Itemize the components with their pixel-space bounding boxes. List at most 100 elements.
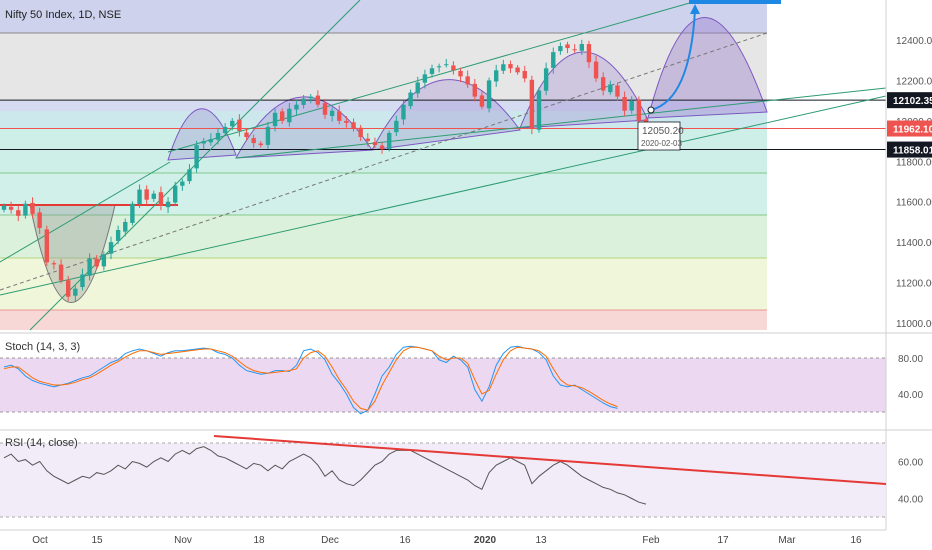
stoch-d-line — [3, 346, 618, 411]
candle-body — [515, 67, 520, 73]
candle-body — [358, 127, 363, 138]
candle-body — [265, 126, 271, 145]
price-badge — [887, 141, 932, 158]
price-tick-label: 12400.00 — [896, 36, 932, 47]
candle-body — [337, 111, 342, 121]
price-badge — [887, 120, 932, 137]
rsi-pane[interactable]: RSI (14, close) 60.00 40.00 — [0, 435, 923, 518]
candle-body — [622, 97, 627, 111]
candle-body — [1, 205, 7, 210]
time-tick-label: 16 — [399, 535, 411, 546]
rsi-line — [3, 446, 647, 505]
candle-body — [215, 132, 221, 140]
candle-body — [536, 90, 542, 130]
chart-title: Nifty 50 Index, 1D, NSE — [5, 9, 121, 21]
price-badge — [887, 92, 932, 109]
candle-body — [394, 120, 399, 133]
candle-body — [458, 70, 463, 77]
candle-body — [351, 122, 356, 129]
rsi-band — [0, 443, 886, 517]
time-tick-label: 2020 — [474, 535, 497, 546]
candle-body — [486, 80, 492, 109]
candle-body — [201, 141, 206, 144]
price-axis[interactable]: 12400.0012200.0012000.0011800.0011600.00… — [887, 36, 932, 330]
candle-body — [444, 64, 449, 66]
candle-body — [551, 52, 556, 68]
stoch-band — [0, 358, 886, 412]
candle-body — [572, 49, 577, 51]
time-axis[interactable]: Oct 15 Nov 18 Dec 16 2020 13 Feb 17 Mar 16 — [32, 535, 862, 546]
candle-body — [615, 85, 620, 97]
candle-body — [522, 70, 527, 79]
candle-body — [287, 108, 292, 123]
rsi-title: RSI (14, close) — [5, 437, 78, 449]
candle-body — [415, 82, 420, 94]
candle-body — [123, 221, 128, 232]
candle-body — [401, 104, 406, 120]
osc-tick-label: 40.00 — [898, 390, 923, 401]
candle-body — [429, 68, 435, 74]
candle-body — [80, 274, 85, 288]
time-tick-label: 18 — [253, 535, 265, 546]
candle-body — [87, 258, 92, 276]
candle-body — [23, 203, 28, 216]
candle-body — [543, 68, 549, 91]
candle-body — [73, 288, 78, 296]
candle-body — [558, 46, 563, 52]
candle-body — [308, 96, 313, 99]
candle-body — [322, 103, 328, 115]
candle-body — [158, 192, 164, 206]
candle-body — [629, 100, 634, 111]
candle-body — [144, 189, 149, 200]
candle-body — [586, 44, 592, 63]
candle-body — [472, 83, 477, 97]
rsi-axis: 60.00 40.00 — [898, 458, 923, 506]
fib-bands — [0, 0, 767, 330]
osc-tick-label: 60.00 — [898, 458, 923, 469]
candle-body — [344, 120, 349, 123]
candle-body — [108, 242, 114, 254]
candle-body — [436, 66, 442, 68]
cup-shapes — [29, 17, 768, 303]
callout-date: 2020-02-03 — [641, 139, 682, 148]
candle-body — [501, 64, 506, 71]
level-lines — [0, 99, 886, 206]
candle-body — [30, 202, 35, 214]
candle-body — [329, 110, 335, 117]
price-tick-label: 11600.00 — [896, 198, 932, 209]
time-tick-label: 16 — [850, 535, 862, 546]
time-tick-label: Feb — [642, 535, 660, 546]
candle-body — [130, 203, 135, 223]
candle-body — [372, 142, 378, 146]
price-tick-label: 12200.00 — [896, 76, 932, 87]
candle-body — [237, 119, 242, 131]
stoch-pane[interactable]: Stoch (14, 3, 3) 80.00 40.00 — [0, 341, 923, 415]
candle-body — [608, 84, 613, 93]
candle-body — [37, 212, 42, 228]
projection-arrow — [650, 0, 781, 111]
candle-body — [508, 64, 513, 69]
candle-body — [301, 98, 306, 105]
candle-body — [173, 185, 178, 203]
time-tick-label: Nov — [174, 535, 192, 546]
stoch-k-line — [3, 345, 618, 415]
candle-body — [16, 210, 21, 216]
callout-price: 12050.20 — [642, 126, 684, 137]
rsi-trendline — [213, 435, 887, 485]
candle-body — [44, 229, 49, 263]
time-tick-label: Mar — [778, 535, 796, 546]
candle-body — [244, 132, 249, 138]
price-tick-label: 11200.00 — [896, 279, 932, 290]
candle-body — [115, 230, 121, 241]
candle-body — [194, 145, 199, 169]
candle-body — [230, 120, 235, 127]
candle-body — [636, 99, 642, 121]
candle-body — [94, 258, 99, 267]
osc-tick-label: 40.00 — [898, 495, 923, 506]
candle-body — [8, 206, 14, 210]
candle-body — [258, 143, 263, 146]
stoch-axis: 80.00 40.00 — [898, 354, 923, 401]
stoch-title: Stoch (14, 3, 3) — [5, 341, 80, 353]
candle-body — [408, 92, 413, 107]
